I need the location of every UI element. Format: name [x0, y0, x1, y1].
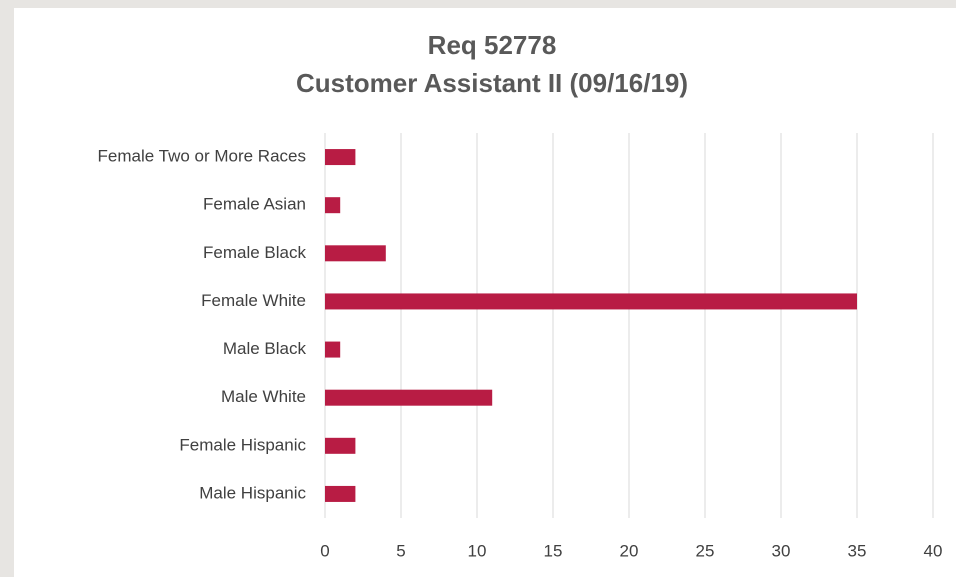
- bar: [325, 341, 341, 358]
- y-tick-label: Male Black: [223, 339, 307, 358]
- x-tick-label: 10: [468, 541, 487, 560]
- x-tick-label: 15: [544, 541, 563, 560]
- y-tick-label: Female Two or More Races: [98, 147, 306, 166]
- bar: [325, 149, 356, 166]
- y-tick-label: Female Hispanic: [179, 435, 306, 454]
- bar: [325, 485, 356, 502]
- y-tick-label: Female Asian: [203, 195, 306, 214]
- x-tick-label: 5: [396, 541, 405, 560]
- y-tick-label: Female Black: [203, 243, 306, 262]
- x-tick-label: 40: [924, 541, 943, 560]
- x-tick-label: 35: [848, 541, 867, 560]
- y-tick-label: Male Hispanic: [199, 483, 306, 502]
- x-tick-label: 25: [696, 541, 715, 560]
- chart-subtitle: Customer Assistant II (09/16/19): [296, 68, 688, 98]
- chart-panel: [14, 8, 956, 577]
- y-tick-label: Male White: [221, 387, 306, 406]
- bar: [325, 293, 857, 310]
- bar: [325, 389, 493, 406]
- y-tick-label: Female White: [201, 291, 306, 310]
- bar: [325, 245, 386, 262]
- x-tick-label: 20: [620, 541, 639, 560]
- bar: [325, 437, 356, 454]
- x-tick-label: 0: [320, 541, 329, 560]
- x-tick-label: 30: [772, 541, 791, 560]
- chart-title: Req 52778: [428, 30, 557, 60]
- bar: [325, 197, 341, 214]
